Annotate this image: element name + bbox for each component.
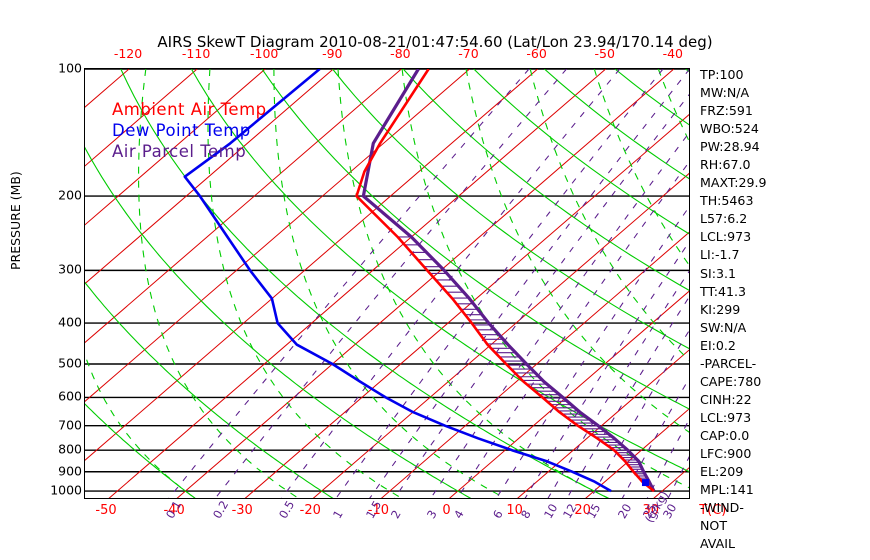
mixing-ratio-tick: 0.1 [163, 498, 185, 521]
parameter-4: PW:28.94 [700, 139, 760, 155]
parameter-12: TT:41.3 [700, 283, 747, 299]
parameter-15: EI:0.2 [700, 337, 736, 353]
bottom-temp-tick: 30 [642, 503, 660, 518]
pressure-tick: 500 [58, 355, 82, 371]
parameter-26: AVAIL [700, 536, 735, 552]
parameter-17: CAPE:780 [700, 373, 762, 389]
bottom-temp-tick: 10 [506, 503, 523, 518]
parameter-panel: TP:100 MW:N/A FRZ:591 WBO:524 PW:28.94 RH:67.… [700, 66, 820, 553]
pressure-tick: 900 [58, 463, 82, 479]
legend-dew-point-temp: Dew Point Temp [112, 121, 251, 140]
bottom-temp-tick: -20 [299, 503, 321, 518]
top-temp-tick: -100 [250, 46, 279, 61]
legend: Ambient Air Temp Dew Point Temp Air Parc… [112, 99, 267, 162]
bottom-temp-tick: 20 [574, 503, 591, 518]
legend-ambient-air-temp: Ambient Air Temp [112, 100, 267, 119]
top-temp-tick: -50 [594, 46, 615, 61]
pressure-axis-label: PRESSURE (MB) [8, 171, 23, 270]
top-temp-tick: -120 [113, 46, 143, 61]
parameter-20: CAP:0.0 [700, 427, 750, 443]
parameter-22: EL:209 [700, 464, 744, 480]
parameter-18: CINH:22 [700, 391, 752, 407]
pressure-tick: 200 [58, 187, 82, 203]
mixing-ratio-tick: 0.5 [275, 498, 297, 521]
pressure-tick: 400 [58, 314, 82, 330]
bottom-temperature-axis: -50 -40 -30 -20 -10 0 10 20 30 T(C) [84, 503, 726, 521]
parameter-16: -PARCEL- [700, 355, 757, 371]
top-temp-tick: -90 [322, 46, 343, 61]
pressure-tick: 800 [58, 441, 82, 457]
parameter-23: MPL:141 [700, 482, 754, 498]
top-temp-tick: -70 [458, 46, 479, 61]
parameter-7: TH:5463 [700, 193, 754, 209]
skewt-curves [183, 69, 656, 493]
parameter-24: -WIND- [700, 500, 744, 516]
temp-axis-label: T(C) [699, 503, 727, 518]
pressure-tick: 300 [58, 261, 82, 277]
bottom-temp-tick: -10 [367, 503, 390, 518]
pressure-tick: 1000 [50, 482, 82, 498]
top-temp-tick: -60 [526, 46, 547, 61]
bottom-temp-tick: -40 [163, 503, 185, 518]
parameter-11: SI:3.1 [700, 265, 736, 281]
pressure-tick: 100 [58, 60, 82, 76]
parameter-6: MAXT:29.9 [700, 175, 767, 191]
page-title: AIRS SkewT Diagram 2010-08-21/01:47:54.6… [157, 33, 713, 51]
top-temp-tick: -110 [181, 46, 211, 61]
bottom-temp-tick: 0 [442, 503, 451, 518]
pressure-tick: 700 [58, 417, 82, 433]
pressure-tick: 600 [58, 388, 82, 404]
parameter-1: MW:N/A [700, 85, 750, 101]
bottom-temp-tick: -30 [231, 503, 253, 518]
parameter-3: WBO:524 [700, 121, 759, 137]
mixing-ratio-tick: 1.5 [363, 498, 385, 521]
mixing-ratio-tick: 0.2 [209, 498, 231, 521]
skewt-grid [85, 69, 689, 498]
pressure-axis: PRESSURE (MB) 100 200 300 400 500 600 700 800 90… [8, 60, 82, 510]
parameter-19: LCL:973 [700, 409, 752, 425]
parameter-0: TP:100 [700, 67, 744, 82]
mixing-ratio-axis: 0.1 0.2 0.5 1 1.5 2 3 4 6 8 10 12 15 20 25 30 (g/kg) [84, 488, 690, 542]
top-temperature-axis: -120 -110 -100 -90 -80 -70 -60 -50 -40 [84, 46, 690, 64]
parameter-21: LFC:900 [700, 445, 752, 461]
bottom-temp-tick: -50 [95, 503, 117, 518]
top-temp-tick: -80 [390, 46, 411, 61]
parameter-2: FRZ:591 [700, 103, 753, 119]
parameter-5: RH:67.0 [700, 157, 751, 173]
parameter-25: NOT [700, 518, 728, 534]
parameter-8: L57:6.2 [700, 211, 748, 227]
parameter-10: LI:-1.7 [700, 247, 740, 263]
skewt-plot-area [84, 68, 690, 499]
parameter-9: LCL:973 [700, 229, 752, 245]
legend-air-parcel-temp: Air Parcel Temp [112, 142, 247, 161]
top-temp-tick: -40 [662, 46, 684, 61]
parameter-13: KI:299 [700, 301, 741, 317]
parameter-14: SW:N/A [700, 319, 747, 335]
